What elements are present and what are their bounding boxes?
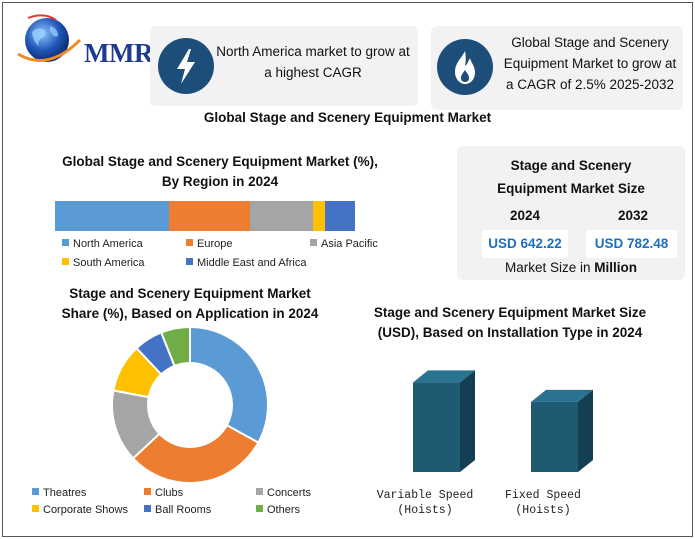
application-donut-chart — [111, 325, 269, 484]
region-bar-segment-south-america — [313, 201, 325, 231]
region-bar-segment-asia-pacific — [250, 201, 313, 231]
legend-item-south-america: South America — [62, 257, 145, 269]
application-legend: Theatres Clubs Concerts Corporate Shows … — [32, 487, 352, 527]
category-label-variable-speed: Variable Speed (Hoists) — [376, 489, 474, 517]
column-fixed-speed — [531, 389, 593, 472]
legend-item-corporate-shows: Corporate Shows — [32, 504, 128, 516]
legend-item-theatres: Theatres — [32, 487, 86, 499]
market-size-unit: Market Size in Million — [504, 260, 638, 275]
region-bar-segment-middle-east-and-africa — [325, 201, 355, 231]
logo-text: MMR — [84, 38, 153, 68]
legend-item-north-america: North America — [62, 238, 143, 250]
donut-slice-others — [159, 325, 191, 368]
legend-item-others: Others — [256, 504, 300, 516]
market-size-value-2032: USD 782.48 — [586, 230, 677, 258]
donut-slice-theatres — [189, 325, 269, 444]
region-legend: North America Europe Asia Pacific South … — [62, 238, 402, 278]
market-size-title: Stage and Scenery Equipment Market Size — [497, 158, 645, 196]
flame-icon — [437, 39, 493, 95]
donut-slice-clubs — [131, 423, 260, 484]
region-stacked-bar — [55, 201, 355, 231]
region-bar-segment-europe — [169, 201, 250, 231]
legend-item-europe: Europe — [186, 238, 232, 250]
application-chart-title: Stage and Scenery Equipment Market Share… — [61, 286, 319, 321]
logo: MMR — [14, 14, 153, 70]
highlight-text-1: North America market to grow at a highes… — [216, 44, 410, 80]
region-bar-segment-north-america — [55, 201, 169, 231]
market-size-card: Stage and Scenery Equipment Market Size … — [457, 146, 685, 280]
highlight-card-cagr-region: North America market to grow at a highes… — [150, 26, 418, 106]
legend-item-asia-pacific: Asia Pacific — [310, 238, 378, 250]
legend-item-middle-east-africa: Middle East and Africa — [186, 257, 306, 269]
legend-item-concerts: Concerts — [256, 487, 311, 499]
globe-icon — [17, 14, 82, 62]
column-variable-speed — [413, 370, 475, 472]
lightning-icon — [158, 38, 214, 94]
legend-item-ball-rooms: Ball Rooms — [144, 504, 211, 516]
market-size-year-2024: 2024 — [509, 208, 541, 223]
installation-column-chart — [413, 370, 593, 472]
category-label-fixed-speed: Fixed Speed (Hoists) — [505, 489, 581, 517]
highlight-card-cagr-global: Global Stage and Scenery Equipment Marke… — [431, 26, 683, 110]
highlight-text-2: Global Stage and Scenery Equipment Marke… — [503, 35, 677, 92]
main-title: Global Stage and Scenery Equipment Marke… — [203, 110, 492, 125]
legend-item-clubs: Clubs — [144, 487, 183, 499]
market-size-value-2024: USD 642.22 — [482, 230, 568, 258]
installation-chart-title: Stage and Scenery Equipment Market Size … — [373, 305, 647, 340]
region-chart-title: Global Stage and Scenery Equipment Marke… — [62, 154, 378, 189]
market-size-year-2032: 2032 — [617, 208, 649, 223]
